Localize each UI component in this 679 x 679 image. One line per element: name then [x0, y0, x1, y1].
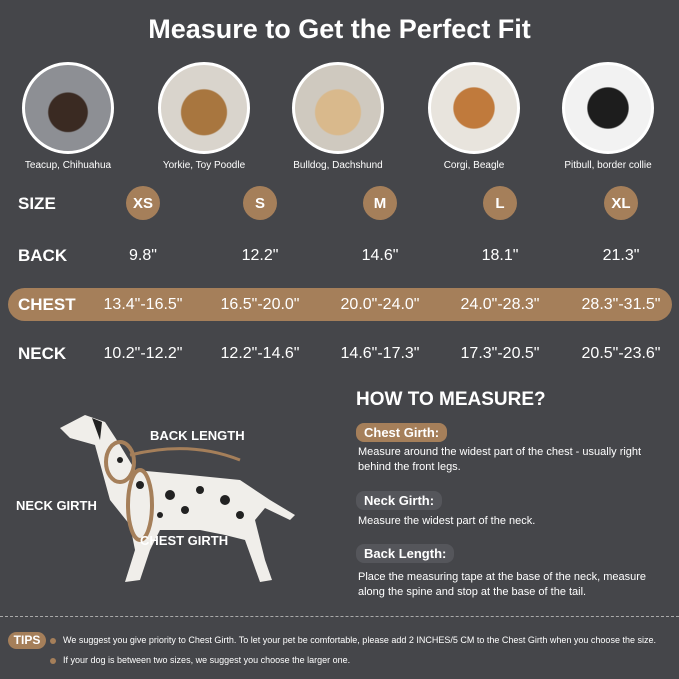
- chest-girth-label: CHEST GIRTH: [140, 533, 229, 548]
- chest-girth-heading: Chest Girth:: [356, 423, 448, 442]
- breed-caption: Pitbull, border collie: [564, 160, 652, 171]
- border-collie-photo: [562, 62, 654, 154]
- size-badge: S: [243, 186, 277, 220]
- back-length-heading: Back Length:: [356, 544, 455, 563]
- breed-caption: Bulldog, Dachshund: [293, 160, 383, 171]
- neck-girth-label: NECK GIRTH: [16, 498, 97, 513]
- chest-value: 24.0"-28.3": [460, 296, 540, 313]
- tip-item: We suggest you give priority to Chest Gi…: [50, 635, 656, 645]
- chest-row-highlight: [8, 288, 672, 321]
- chest-value: 13.4"-16.5": [103, 296, 183, 313]
- dalmatian-diagram: [60, 415, 295, 582]
- size-label: SIZE: [18, 194, 56, 213]
- page-title: Measure to Get the Perfect Fit: [148, 14, 531, 44]
- chest-value: 28.3"-31.5": [581, 296, 661, 313]
- back-value: 14.6": [361, 247, 399, 264]
- neck-girth-heading: Neck Girth:: [356, 491, 443, 510]
- back-value: 21.3": [602, 247, 640, 264]
- size-badge: XL: [604, 186, 638, 220]
- beagle-photo: [428, 62, 520, 154]
- chihuahua-photo: [22, 62, 114, 154]
- neck-value: 17.3"-20.5": [460, 345, 540, 362]
- divider: [0, 616, 679, 617]
- size-badge: XS: [126, 186, 160, 220]
- how-to-measure-title: HOW TO MEASURE?: [356, 389, 546, 410]
- neck-label: NECK: [18, 344, 67, 363]
- chest-label: CHEST: [18, 295, 76, 314]
- yorkie-photo: [158, 62, 250, 154]
- size-badge: M: [363, 186, 397, 220]
- tips-badge: TIPS: [8, 632, 46, 649]
- back-value: 18.1": [481, 247, 519, 264]
- neck-value: 14.6"-17.3": [340, 345, 420, 362]
- back-value: 12.2": [241, 247, 279, 264]
- back-value: 9.8": [129, 247, 157, 264]
- back-length-label: BACK LENGTH: [150, 428, 245, 443]
- size-badge: L: [483, 186, 517, 220]
- neck-value: 12.2"-14.6": [220, 345, 300, 362]
- chest-girth-description: Measure around the widest part of the ch…: [358, 446, 642, 473]
- back-label: BACK: [18, 246, 68, 265]
- neck-value: 10.2"-12.2": [103, 345, 183, 362]
- breed-caption: Corgi, Beagle: [443, 160, 505, 171]
- neck-value: 20.5"-23.6": [581, 345, 661, 362]
- back-length-description: Place the measuring tape at the base of …: [358, 571, 647, 598]
- pug-photo: [292, 62, 384, 154]
- chest-value: 16.5"-20.0": [220, 296, 300, 313]
- chest-value: 20.0"-24.0": [340, 296, 420, 313]
- breed-caption: Teacup, Chihuahua: [24, 160, 112, 171]
- neck-girth-description: Measure the widest part of the neck.: [358, 515, 536, 527]
- breed-caption: Yorkie, Toy Poodle: [162, 160, 246, 171]
- tip-item: If your dog is between two sizes, we sug…: [50, 655, 350, 665]
